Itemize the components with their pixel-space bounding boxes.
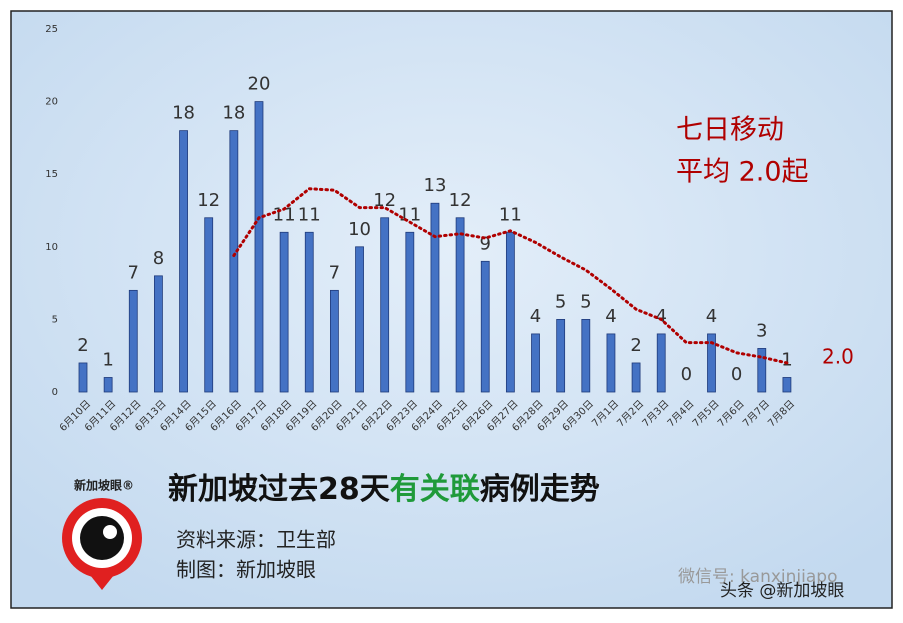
- y-tick-label: 15: [45, 169, 58, 180]
- data-label: 4: [655, 306, 666, 327]
- logo: [62, 498, 142, 590]
- y-tick-label: 5: [52, 314, 58, 325]
- bar: [304, 231, 314, 393]
- bar: [78, 362, 88, 393]
- title-part: 病例走势: [480, 472, 600, 507]
- maker: 制图：新加坡眼: [176, 558, 316, 582]
- logo-text: 新加坡眼®: [74, 478, 134, 493]
- bar: [656, 333, 666, 393]
- bar: [380, 217, 390, 393]
- data-label: 0: [681, 364, 692, 385]
- bar: [505, 231, 515, 393]
- end-label: 2.0: [822, 345, 854, 369]
- data-label: 18: [222, 103, 245, 124]
- bar: [531, 333, 540, 393]
- data-label: 3: [756, 320, 767, 341]
- data-label: 11: [499, 204, 522, 225]
- annotation: 七日移动: [676, 115, 784, 146]
- data-label: 12: [449, 190, 472, 211]
- bar: [279, 231, 289, 393]
- bar: [631, 362, 641, 393]
- data-label: 4: [605, 306, 616, 327]
- data-label: 4: [530, 306, 541, 327]
- y-tick-label: 20: [45, 97, 58, 108]
- y-tick-label: 10: [45, 242, 58, 253]
- data-label: 7: [128, 262, 139, 283]
- moving-average-line: [232, 187, 789, 365]
- data-label: 2: [77, 335, 88, 356]
- data-label: 1: [102, 349, 113, 370]
- bar: [581, 318, 591, 393]
- data-label: 5: [580, 291, 591, 312]
- bar: [355, 246, 364, 393]
- y-tick-label: 0: [52, 387, 58, 398]
- frame: [10, 10, 893, 609]
- data-label: 11: [298, 204, 321, 225]
- footer: 头条 @新加坡眼: [720, 581, 844, 601]
- bar: [329, 289, 339, 393]
- source: 资料来源：卫生部: [176, 528, 336, 552]
- bar: [707, 333, 716, 393]
- bar: [556, 318, 566, 393]
- bar: [204, 217, 214, 393]
- title-part: 有关联: [390, 472, 480, 507]
- data-label: 13: [424, 175, 447, 196]
- bar: [480, 260, 490, 393]
- chart-title: 新加坡过去28天有关联病例走势: [168, 472, 600, 507]
- data-label: 7: [329, 262, 340, 283]
- bar: [430, 202, 440, 393]
- data-label: 8: [153, 248, 164, 269]
- bar: [254, 101, 264, 393]
- bar: [179, 130, 188, 393]
- data-label: 2: [630, 335, 641, 356]
- data-label: 18: [172, 103, 195, 124]
- data-label: 1: [781, 349, 792, 370]
- bar: [606, 333, 616, 393]
- bar: [455, 217, 465, 393]
- data-label: 0: [731, 364, 742, 385]
- bar: [782, 377, 792, 393]
- data-label: 12: [373, 190, 396, 211]
- bar: [757, 348, 767, 393]
- data-label: 20: [248, 74, 271, 95]
- bar: [154, 275, 163, 393]
- data-label: 5: [555, 291, 566, 312]
- data-label: 4: [706, 306, 717, 327]
- bar: [103, 377, 113, 393]
- bar: [128, 289, 138, 393]
- title-part: 新加坡过去28天: [168, 472, 390, 507]
- data-label: 12: [197, 190, 220, 211]
- data-label: 10: [348, 219, 371, 240]
- watermark: 微信号: kanxinjiapo: [678, 567, 837, 587]
- bar: [229, 130, 239, 393]
- bar: [405, 231, 415, 393]
- y-tick-label: 25: [45, 24, 58, 35]
- annotation: 平均 2.0起: [676, 157, 809, 188]
- data-label: 9: [480, 233, 491, 254]
